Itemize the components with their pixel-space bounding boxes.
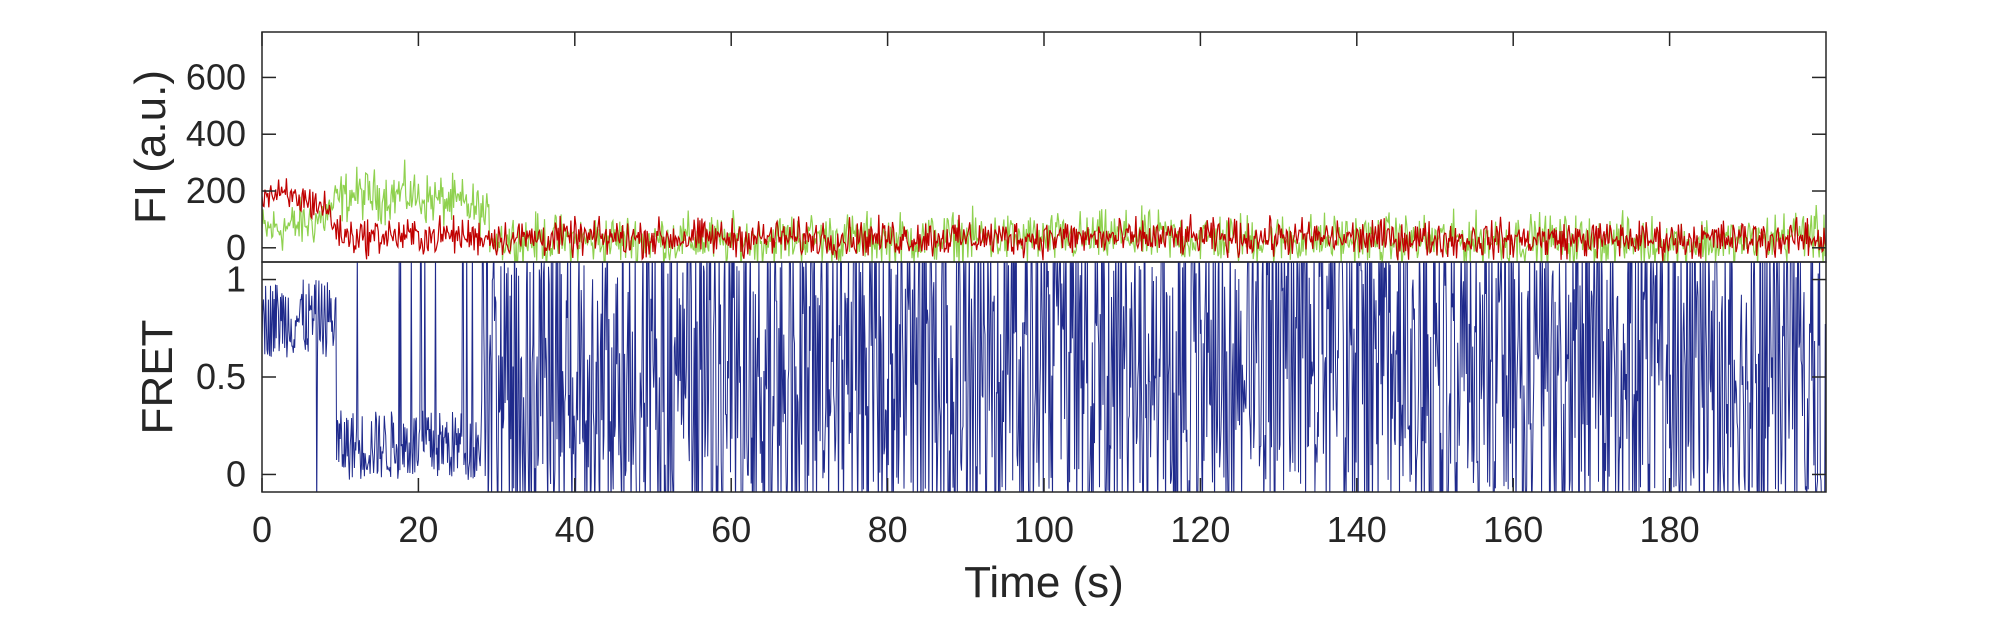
fret-trace: [262, 262, 1826, 492]
x-tick-label: 40: [555, 509, 595, 550]
fluorescence-trace-1: [262, 159, 1826, 262]
top-y-tick-label: 600: [186, 56, 246, 97]
bottom-y-axis-label: FRET: [133, 320, 182, 435]
top-y-tick-label: 0: [226, 227, 246, 268]
fluorescence-trace-2: [262, 178, 1826, 262]
bottom-y-tick-label: 0.5: [196, 356, 246, 397]
top-y-axis-label: FI (a.u.): [126, 70, 175, 224]
top-y-tick-label: 400: [186, 113, 246, 154]
x-tick-label: 120: [1170, 509, 1230, 550]
x-tick-label: 100: [1014, 509, 1074, 550]
top-y-tick-label: 200: [186, 170, 246, 211]
bottom-panel: 00.51 0 20 40 60 80 100 120 140 160 180 FRET Time…: [133, 32, 1827, 607]
x-tick-label: 0: [252, 509, 272, 550]
x-axis-label: Time (s): [964, 558, 1124, 607]
bottom-y-tick-label: 0: [226, 453, 246, 494]
x-tick-label: 20: [398, 509, 438, 550]
x-tick-label: 160: [1483, 509, 1543, 550]
x-tick-label: 60: [711, 509, 751, 550]
x-tick-label: 180: [1640, 509, 1700, 550]
bottom-plot-area: [262, 262, 1826, 492]
top-panel: 0 200 400 600 FI (a.u.): [126, 31, 1827, 268]
bottom-y-ticks: 00.51: [196, 259, 1826, 494]
bottom-x-ticks: 0 20 40 60 80 100 120 140 160 180: [252, 32, 1700, 550]
x-tick-label: 140: [1327, 509, 1387, 550]
top-plot-area: [262, 159, 1826, 262]
top-y-ticks: 0 200 400 600: [186, 56, 1826, 268]
bottom-y-tick-label: 1: [226, 259, 246, 300]
x-tick-label: 80: [868, 509, 908, 550]
